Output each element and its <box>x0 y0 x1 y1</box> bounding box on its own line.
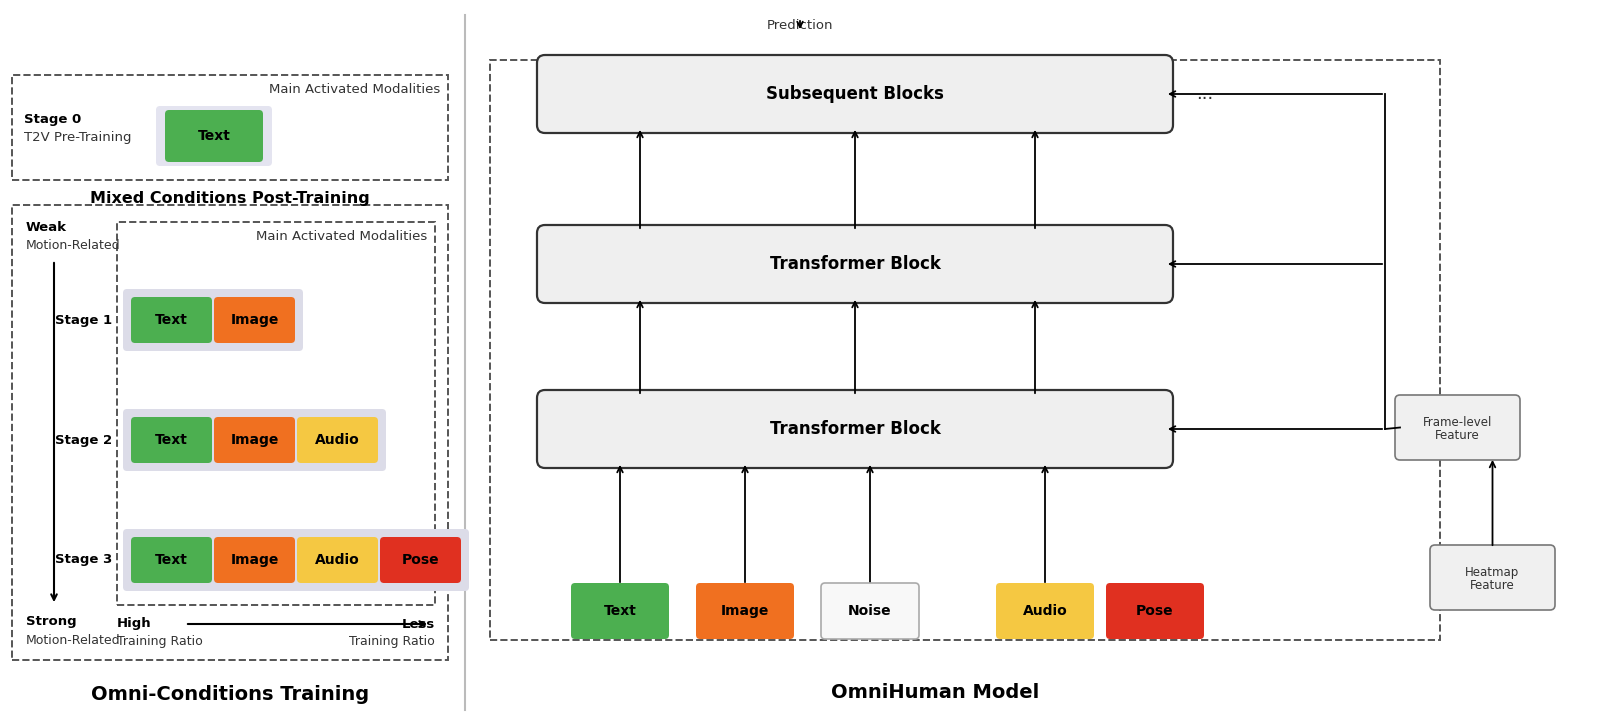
FancyBboxPatch shape <box>381 537 461 583</box>
Text: Motion-Related: Motion-Related <box>26 239 120 252</box>
Text: Stage 2: Stage 2 <box>54 434 112 447</box>
FancyBboxPatch shape <box>131 297 211 343</box>
FancyBboxPatch shape <box>165 110 262 162</box>
FancyBboxPatch shape <box>214 297 294 343</box>
Text: Image: Image <box>722 604 770 618</box>
Text: Strong: Strong <box>26 616 77 629</box>
FancyBboxPatch shape <box>696 583 794 639</box>
Text: Subsequent Blocks: Subsequent Blocks <box>766 85 944 103</box>
Text: Heatmap: Heatmap <box>1466 566 1520 579</box>
Text: Pose: Pose <box>402 553 440 567</box>
Text: Text: Text <box>155 553 187 567</box>
FancyBboxPatch shape <box>821 583 918 639</box>
Text: Text: Text <box>603 604 637 618</box>
FancyBboxPatch shape <box>1106 583 1205 639</box>
Text: Weak: Weak <box>26 220 67 233</box>
Text: Stage 0: Stage 0 <box>24 113 82 126</box>
FancyBboxPatch shape <box>298 417 378 463</box>
Text: High: High <box>117 618 152 631</box>
Text: Feature: Feature <box>1470 579 1515 592</box>
Text: Less: Less <box>402 618 435 631</box>
FancyBboxPatch shape <box>123 409 386 471</box>
FancyBboxPatch shape <box>1395 395 1520 460</box>
FancyBboxPatch shape <box>298 537 378 583</box>
Text: Motion-Related: Motion-Related <box>26 634 120 647</box>
Text: Audio: Audio <box>315 553 360 567</box>
FancyBboxPatch shape <box>571 583 669 639</box>
Text: OmniHuman Model: OmniHuman Model <box>830 684 1038 703</box>
Text: Prediction: Prediction <box>766 19 834 31</box>
Text: Transformer Block: Transformer Block <box>770 420 941 438</box>
Text: Image: Image <box>230 553 278 567</box>
FancyBboxPatch shape <box>157 106 272 166</box>
Text: Mixed Conditions Post-Training: Mixed Conditions Post-Training <box>90 191 370 205</box>
Text: Image: Image <box>230 313 278 327</box>
FancyBboxPatch shape <box>123 529 469 591</box>
Text: Text: Text <box>155 313 187 327</box>
Text: Main Activated Modalities: Main Activated Modalities <box>269 83 440 96</box>
FancyBboxPatch shape <box>995 583 1094 639</box>
Text: Audio: Audio <box>1022 604 1067 618</box>
FancyBboxPatch shape <box>538 390 1173 468</box>
Text: Transformer Block: Transformer Block <box>770 255 941 273</box>
FancyBboxPatch shape <box>214 537 294 583</box>
FancyBboxPatch shape <box>1430 545 1555 610</box>
Text: Pose: Pose <box>1136 604 1174 618</box>
Text: Stage 3: Stage 3 <box>54 553 112 566</box>
Text: ...: ... <box>1197 85 1214 103</box>
Text: T2V Pre-Training: T2V Pre-Training <box>24 131 131 144</box>
FancyBboxPatch shape <box>131 417 211 463</box>
Text: Feature: Feature <box>1435 429 1480 442</box>
Text: Text: Text <box>155 433 187 447</box>
FancyBboxPatch shape <box>538 55 1173 133</box>
Text: Text: Text <box>197 129 230 143</box>
Text: Stage 1: Stage 1 <box>54 313 112 326</box>
Text: Frame-level: Frame-level <box>1422 416 1493 429</box>
Text: Training Ratio: Training Ratio <box>117 636 203 648</box>
Text: Main Activated Modalities: Main Activated Modalities <box>256 230 427 243</box>
Text: Training Ratio: Training Ratio <box>349 636 435 648</box>
Text: Audio: Audio <box>315 433 360 447</box>
FancyBboxPatch shape <box>538 225 1173 303</box>
FancyBboxPatch shape <box>123 289 302 351</box>
Text: Image: Image <box>230 433 278 447</box>
FancyBboxPatch shape <box>131 537 211 583</box>
Text: Noise: Noise <box>848 604 891 618</box>
FancyBboxPatch shape <box>214 417 294 463</box>
Text: Omni-Conditions Training: Omni-Conditions Training <box>91 686 370 705</box>
